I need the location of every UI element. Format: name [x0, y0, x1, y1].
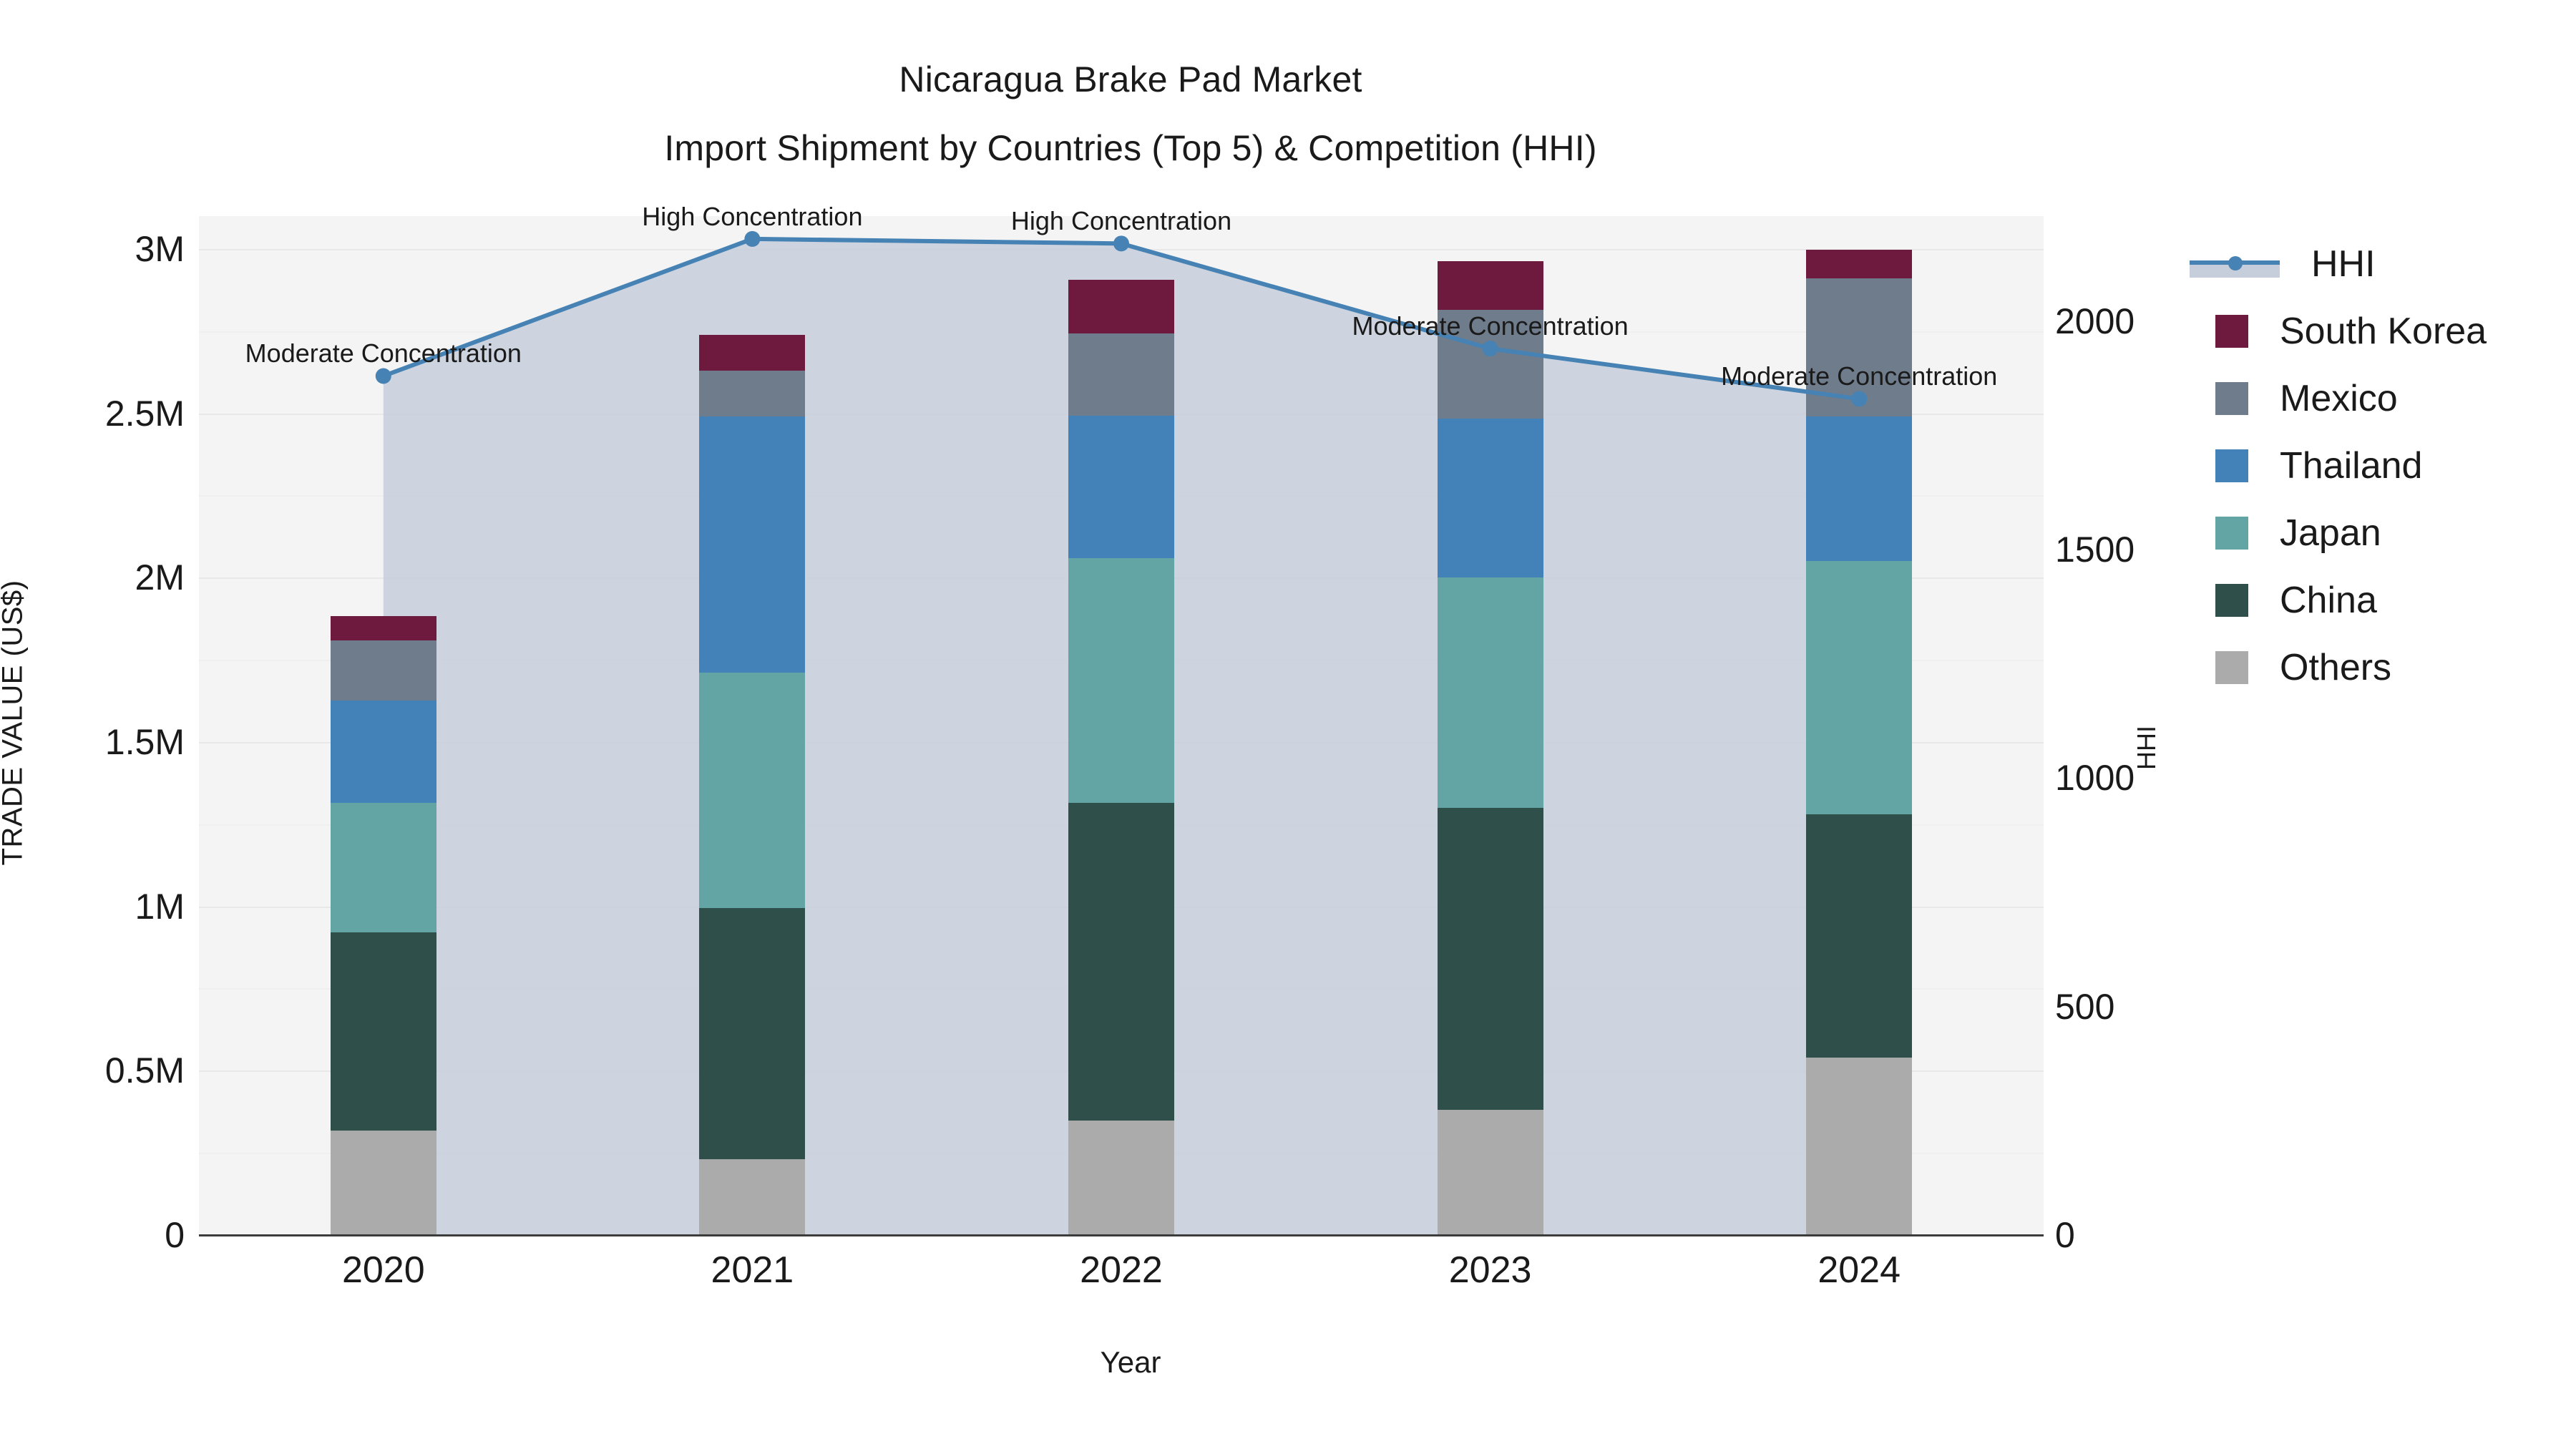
y-axis-tick-label: 2M [135, 557, 185, 598]
legend-item-others[interactable]: Others [2190, 634, 2487, 701]
bar-stack[interactable] [330, 216, 436, 1235]
bar-segment-south-korea[interactable] [330, 616, 436, 641]
chart-subtitle: Import Shipment by Countries (Top 5) & C… [664, 128, 1597, 168]
bar-stack[interactable] [1437, 216, 1543, 1235]
bar-segment-thailand[interactable] [330, 700, 436, 803]
y2-axis-tick-label: 1500 [2055, 530, 2135, 570]
bar-segment-others[interactable] [1068, 1120, 1174, 1235]
legend-swatch [2215, 315, 2248, 348]
bar-segment-mexico[interactable] [1068, 333, 1174, 416]
chart-legend: HHI South Korea Mexico Thailand Japan China Ot… [2190, 230, 2487, 701]
bar-segment-china[interactable] [699, 908, 806, 1160]
x-axis-tick-label[interactable]: 2020 [341, 1249, 425, 1291]
legend-label: Thailand [2280, 445, 2423, 487]
y-axis-tick-label: 3M [135, 228, 185, 269]
y2-axis-tick-label: 500 [2055, 986, 2115, 1027]
y-axis-tick-label: 0.5M [104, 1050, 185, 1091]
bar-segment-others[interactable] [1806, 1057, 1913, 1235]
legend-swatch [2215, 382, 2248, 415]
legend-area-band [2190, 265, 2280, 278]
legend-swatch [2215, 517, 2248, 550]
bar-segment-thailand[interactable] [1437, 418, 1543, 578]
y-axis-left-label: TRADE VALUE (US$) [0, 580, 29, 866]
hhi-annotation: Moderate Concentration [245, 338, 522, 369]
legend-label: Japan [2280, 512, 2381, 554]
bar-segment-others[interactable] [1437, 1110, 1543, 1235]
x-axis-tick-label[interactable]: 2023 [1448, 1249, 1532, 1291]
bar-segment-south-korea[interactable] [1437, 260, 1543, 310]
bar-segment-others[interactable] [699, 1159, 806, 1235]
legend-item-hhi[interactable]: HHI [2190, 230, 2487, 298]
hhi-annotation: High Concentration [642, 201, 863, 231]
x-axis-line [199, 1234, 2044, 1236]
legend-label: HHI [2311, 243, 2376, 285]
bar-segment-mexico[interactable] [699, 371, 806, 416]
bar-segment-japan[interactable] [1806, 561, 1913, 815]
legend-item-japan[interactable]: Japan [2190, 499, 2487, 567]
bar-segment-thailand[interactable] [1068, 415, 1174, 559]
x-axis-label: Year [1100, 1345, 1161, 1379]
bar-segment-thailand[interactable] [1806, 416, 1913, 562]
plot-area: Moderate Concentration High Concentration… [199, 202, 2044, 1236]
y2-axis-tick-label: 0 [2055, 1215, 2075, 1255]
y-axis-right-label: HHI [2132, 726, 2161, 770]
bar-segment-thailand[interactable] [699, 416, 806, 673]
y2-axis-tick-label: 1000 [2055, 758, 2135, 799]
legend-label: China [2280, 580, 2377, 621]
x-axis-tick-label[interactable]: 2022 [1080, 1249, 1163, 1291]
bar-segment-japan[interactable] [330, 802, 436, 933]
legend-label: South Korea [2280, 311, 2487, 352]
bar-segment-japan[interactable] [699, 672, 806, 909]
bar-stack[interactable] [1068, 216, 1174, 1235]
hhi-annotation: Moderate Concentration [1352, 311, 1629, 341]
bar-segment-china[interactable] [1806, 814, 1913, 1058]
bar-stack[interactable] [699, 216, 806, 1235]
legend-swatch [2215, 449, 2248, 482]
bar-stack[interactable] [1806, 216, 1913, 1235]
legend-swatch [2215, 584, 2248, 617]
bar-segment-japan[interactable] [1437, 577, 1543, 808]
legend-label: Others [2280, 647, 2392, 688]
legend-item-thailand[interactable]: Thailand [2190, 432, 2487, 499]
bar-segment-mexico[interactable] [1806, 278, 1913, 417]
x-axis-tick-label[interactable]: 2021 [711, 1249, 794, 1291]
x-axis-tick-label[interactable]: 2024 [1818, 1249, 1901, 1291]
hhi-annotation: High Concentration [1010, 206, 1232, 236]
legend-line-dot [2228, 256, 2243, 270]
legend-line-marker [2190, 248, 2280, 280]
bar-segment-china[interactable] [1437, 807, 1543, 1111]
bar-segment-china[interactable] [1068, 803, 1174, 1121]
bar-segment-mexico[interactable] [330, 640, 436, 701]
bar-segment-china[interactable] [330, 932, 436, 1131]
y-axis-tick-label: 0 [165, 1215, 185, 1255]
y-axis-tick-label: 1.5M [104, 721, 185, 762]
legend-swatch [2215, 651, 2248, 684]
legend-label: Mexico [2280, 378, 2398, 419]
bar-segment-south-korea[interactable] [1068, 279, 1174, 333]
y2-axis-tick-label: 2000 [2055, 301, 2135, 341]
bar-segment-south-korea[interactable] [699, 334, 806, 371]
legend-item-china[interactable]: China [2190, 567, 2487, 634]
bar-segment-south-korea[interactable] [1806, 249, 1913, 279]
y-axis-tick-label: 2.5M [104, 393, 185, 434]
legend-item-south-korea[interactable]: South Korea [2190, 298, 2487, 365]
bar-segment-japan[interactable] [1068, 558, 1174, 804]
chart-title: Nicaragua Brake Pad Market [899, 59, 1362, 99]
y-axis-tick-label: 1M [135, 886, 185, 927]
bar-segment-others[interactable] [330, 1130, 436, 1235]
legend-item-mexico[interactable]: Mexico [2190, 365, 2487, 432]
hhi-annotation: Moderate Concentration [1721, 361, 1998, 391]
